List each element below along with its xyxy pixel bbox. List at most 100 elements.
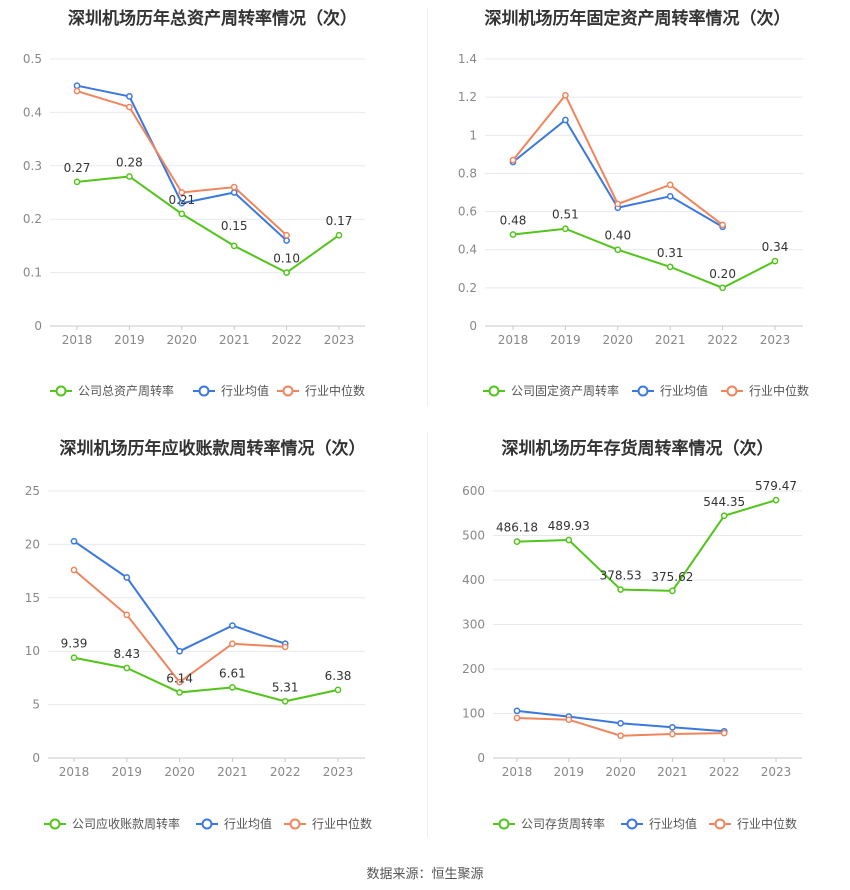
chart-title: 深圳机场历年应收账款周转率情况（次） — [59, 439, 366, 459]
x-tick-label: 2020 — [164, 765, 195, 779]
data-point — [509, 231, 517, 238]
data-point — [562, 91, 569, 99]
y-tick-label: 5 — [32, 698, 40, 712]
data-point — [73, 178, 81, 186]
legend-marker-icon — [714, 818, 726, 830]
legend-item-company: 公司总资产周转率 — [50, 383, 174, 398]
data-label: 0.48 — [500, 213, 527, 227]
x-tick-label: 2018 — [502, 765, 533, 779]
y-tick-label: 0.3 — [23, 159, 42, 173]
data-label: 0.51 — [552, 208, 579, 222]
chart-title: 深圳机场历年固定资产周转率情况（次） — [484, 9, 791, 29]
y-tick-label: 0.6 — [458, 205, 477, 219]
data-point — [281, 697, 289, 705]
y-tick-label: 0.2 — [458, 281, 477, 295]
chart-title: 深圳机场历年总资产周转率情况（次） — [68, 9, 357, 29]
data-point — [229, 622, 236, 629]
data-point — [614, 200, 622, 208]
x-tick-label: 2018 — [59, 765, 90, 779]
data-point — [720, 729, 728, 737]
data-point — [230, 183, 238, 191]
data-label: 486.18 — [496, 521, 538, 535]
y-tick-label: 0.2 — [23, 212, 42, 226]
legend-label: 行业均值 — [224, 816, 272, 831]
y-tick-label: 600 — [462, 484, 485, 498]
data-point — [126, 93, 133, 100]
data-point — [283, 231, 290, 239]
x-tick-label: 2020 — [603, 333, 634, 347]
data-label: 0.21 — [168, 193, 195, 207]
legend-label: 行业中位数 — [305, 383, 365, 398]
legend-marker-icon — [626, 818, 638, 830]
x-tick-label: 2022 — [707, 333, 738, 347]
chart-panel-receivable-turnover: 深圳机场历年应收账款周转率情况（次） 0 5 10 15 20 25 2018 2019 202… — [0, 430, 425, 860]
data-label: 6.38 — [325, 669, 352, 683]
legend-item-industry-average: 行业均值 — [193, 383, 269, 398]
data-point — [513, 538, 521, 545]
data-point — [513, 714, 521, 722]
data-point — [562, 116, 569, 124]
y-tick-label: 100 — [462, 707, 485, 721]
x-tick-label: 2019 — [554, 765, 585, 779]
x-tick-label: 2019 — [550, 333, 581, 347]
legend-marker-icon — [55, 385, 67, 397]
x-tick-label: 2018 — [62, 333, 93, 347]
company-series-line — [73, 656, 339, 703]
data-label: 544.35 — [703, 495, 745, 509]
x-tick-label: 2023 — [324, 333, 355, 347]
data-point — [73, 87, 81, 95]
data-point — [719, 284, 726, 292]
receivable-turnover-chart: 0 5 10 15 20 25 2018 2019 2020 2021 2022 2023 9.39 8.… — [25, 484, 372, 831]
x-tick-label: 2019 — [114, 333, 145, 347]
chart-panel-total-asset-turnover: 深圳机场历年总资产周转率情况（次） 0 0.1 0.2 0.3 0.4 0.5 2018 20… — [0, 0, 425, 430]
data-label: 0.10 — [273, 252, 300, 266]
data-point — [229, 640, 236, 648]
y-tick-label: 10 — [25, 644, 40, 658]
legend-item-industry-median: 行业中位数 — [277, 383, 365, 398]
legend-label: 公司应收账款周转率 — [72, 816, 180, 831]
y-tick-label: 1.2 — [458, 90, 477, 104]
data-point — [771, 257, 779, 265]
data-label: 489.93 — [548, 519, 590, 533]
legend-marker-icon — [726, 385, 738, 397]
data-point — [562, 225, 569, 233]
y-tick-label: 15 — [25, 591, 40, 605]
data-label: 0.40 — [604, 229, 631, 243]
x-tick-label: 2023 — [761, 765, 792, 779]
x-tick-label: 2021 — [217, 765, 248, 779]
data-label: 0.28 — [116, 155, 143, 169]
data-point — [335, 231, 343, 239]
y-tick-label: 20 — [25, 537, 40, 551]
data-point — [123, 611, 131, 619]
x-tick-label: 2019 — [112, 765, 143, 779]
data-point — [230, 189, 238, 196]
inventory-turnover-chart: 0 100 200 300 400 500 600 2018 2019 2020 2021 2022 2… — [462, 479, 802, 831]
data-point — [666, 192, 674, 200]
x-tick-label: 2022 — [271, 333, 302, 347]
data-point — [617, 732, 624, 740]
y-tick-label: 300 — [462, 618, 485, 632]
data-point — [617, 719, 624, 727]
data-point — [176, 689, 183, 696]
y-tick-label: 1.4 — [458, 52, 477, 66]
data-point — [126, 103, 133, 111]
y-tick-label: 0.5 — [23, 52, 42, 66]
legend-label: 公司总资产周转率 — [78, 383, 174, 398]
legend-label: 行业中位数 — [737, 816, 797, 831]
data-point — [720, 512, 728, 520]
legend-marker-icon — [488, 385, 500, 397]
data-point — [334, 686, 342, 694]
data-label: 378.53 — [600, 569, 642, 583]
legend-item-company: 公司固定资产周转率 — [483, 383, 619, 398]
legend-item-industry-average: 行业均值 — [196, 816, 272, 831]
y-tick-label: 0 — [34, 319, 42, 333]
data-label: 375.62 — [651, 570, 693, 584]
y-tick-label: 0.4 — [23, 105, 42, 119]
data-label: 0.17 — [326, 214, 353, 228]
legend-label: 公司固定资产周转率 — [511, 383, 619, 398]
data-point — [178, 189, 186, 196]
data-label: 0.31 — [657, 246, 684, 260]
chart-panel-inventory-turnover: 深圳机场历年存货周转率情况（次） 0 100 200 300 400 500 600 2018… — [425, 430, 850, 860]
legend-marker-icon — [498, 818, 510, 830]
y-tick-label: 25 — [25, 484, 40, 498]
